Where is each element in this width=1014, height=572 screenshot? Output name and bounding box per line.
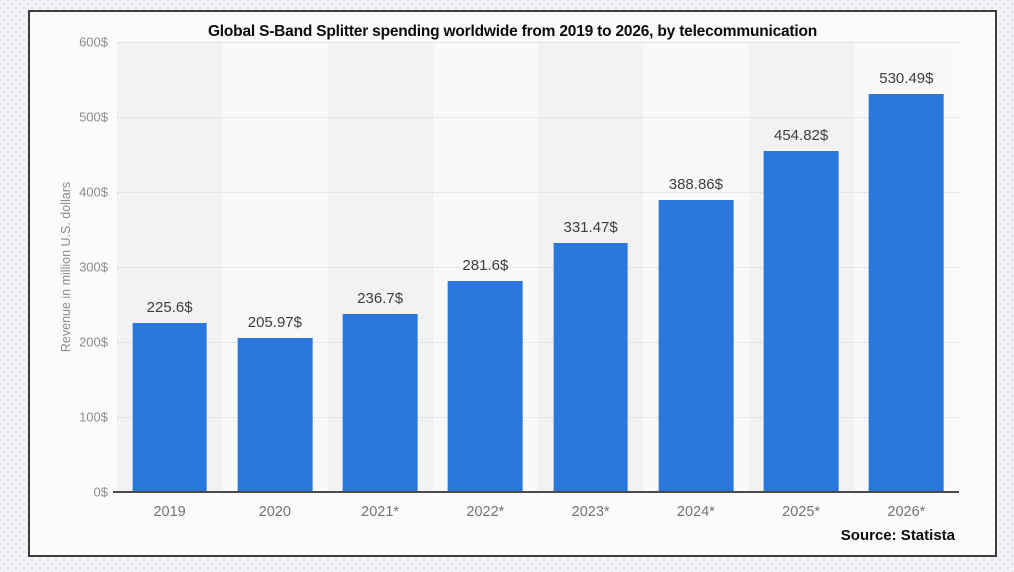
bar-value-label: 388.86$ [668,176,723,194]
y-tick-label: 100$ [79,409,108,425]
x-tick-label: 2020 [258,504,291,520]
bar[interactable] [342,314,418,492]
source-label: Source: Statista [840,527,955,544]
y-tick-label: 500$ [79,109,108,125]
bar-value-label: 281.6$ [462,256,509,274]
x-tick-label: 2025* [782,504,821,520]
gridline [117,116,959,118]
chart-panel: Global S-Band Splitter spending worldwid… [28,10,997,557]
bar[interactable] [763,150,839,492]
gridline [117,341,959,343]
x-tick-label: 2023* [571,504,610,520]
gridline [117,417,959,418]
x-tick-label: 2024* [676,504,715,520]
category-column: 454.82$ [748,42,854,492]
y-tick-label: 600$ [79,34,108,50]
category-column: 388.86$ [643,42,749,492]
x-tick-label: 2021* [361,504,400,520]
x-tick-label: 2019 [153,504,186,520]
x-tick-label: 2022* [466,504,505,520]
gridline [117,42,959,43]
y-tick-label: 300$ [79,259,108,275]
y-tick-label: 0$ [93,484,108,500]
gridline [117,191,959,193]
y-axis-ticks: 600$ 500$ 400$ 300$ 200$ 100$ 0$ [30,35,108,500]
x-axis-line [113,491,959,493]
bar[interactable] [553,243,628,492]
plot-area: 225.6$ 205.97$ 236.7$ 281.6$ 331.47$ 388.86$ 4… [113,42,959,493]
y-tick-label: 400$ [79,184,108,200]
bar-value-label: 454.82$ [774,126,829,144]
category-column: 530.49$ [853,42,959,492]
bar-value-label: 225.6$ [146,298,193,316]
bar[interactable] [132,322,207,492]
x-axis-labels: 2019 2020 2021* 2022* 2023* 2024* 2025* 2026* [117,504,959,528]
x-tick-label: 2026* [887,504,926,520]
category-column: 281.6$ [432,42,538,492]
bar[interactable] [658,200,734,492]
category-column: 331.47$ [538,42,644,492]
bar[interactable] [869,94,944,492]
chart-title: Global S-Band Splitter spending worldwid… [207,23,818,40]
y-tick-label: 200$ [79,334,108,350]
bar-value-label: 331.47$ [563,219,618,237]
bar[interactable] [448,280,523,492]
bar-value-label: 530.49$ [879,70,934,88]
bar[interactable] [237,337,313,492]
gridline [117,267,959,268]
bar-value-label: 205.97$ [247,313,302,331]
bar-value-label: 236.7$ [357,290,404,308]
